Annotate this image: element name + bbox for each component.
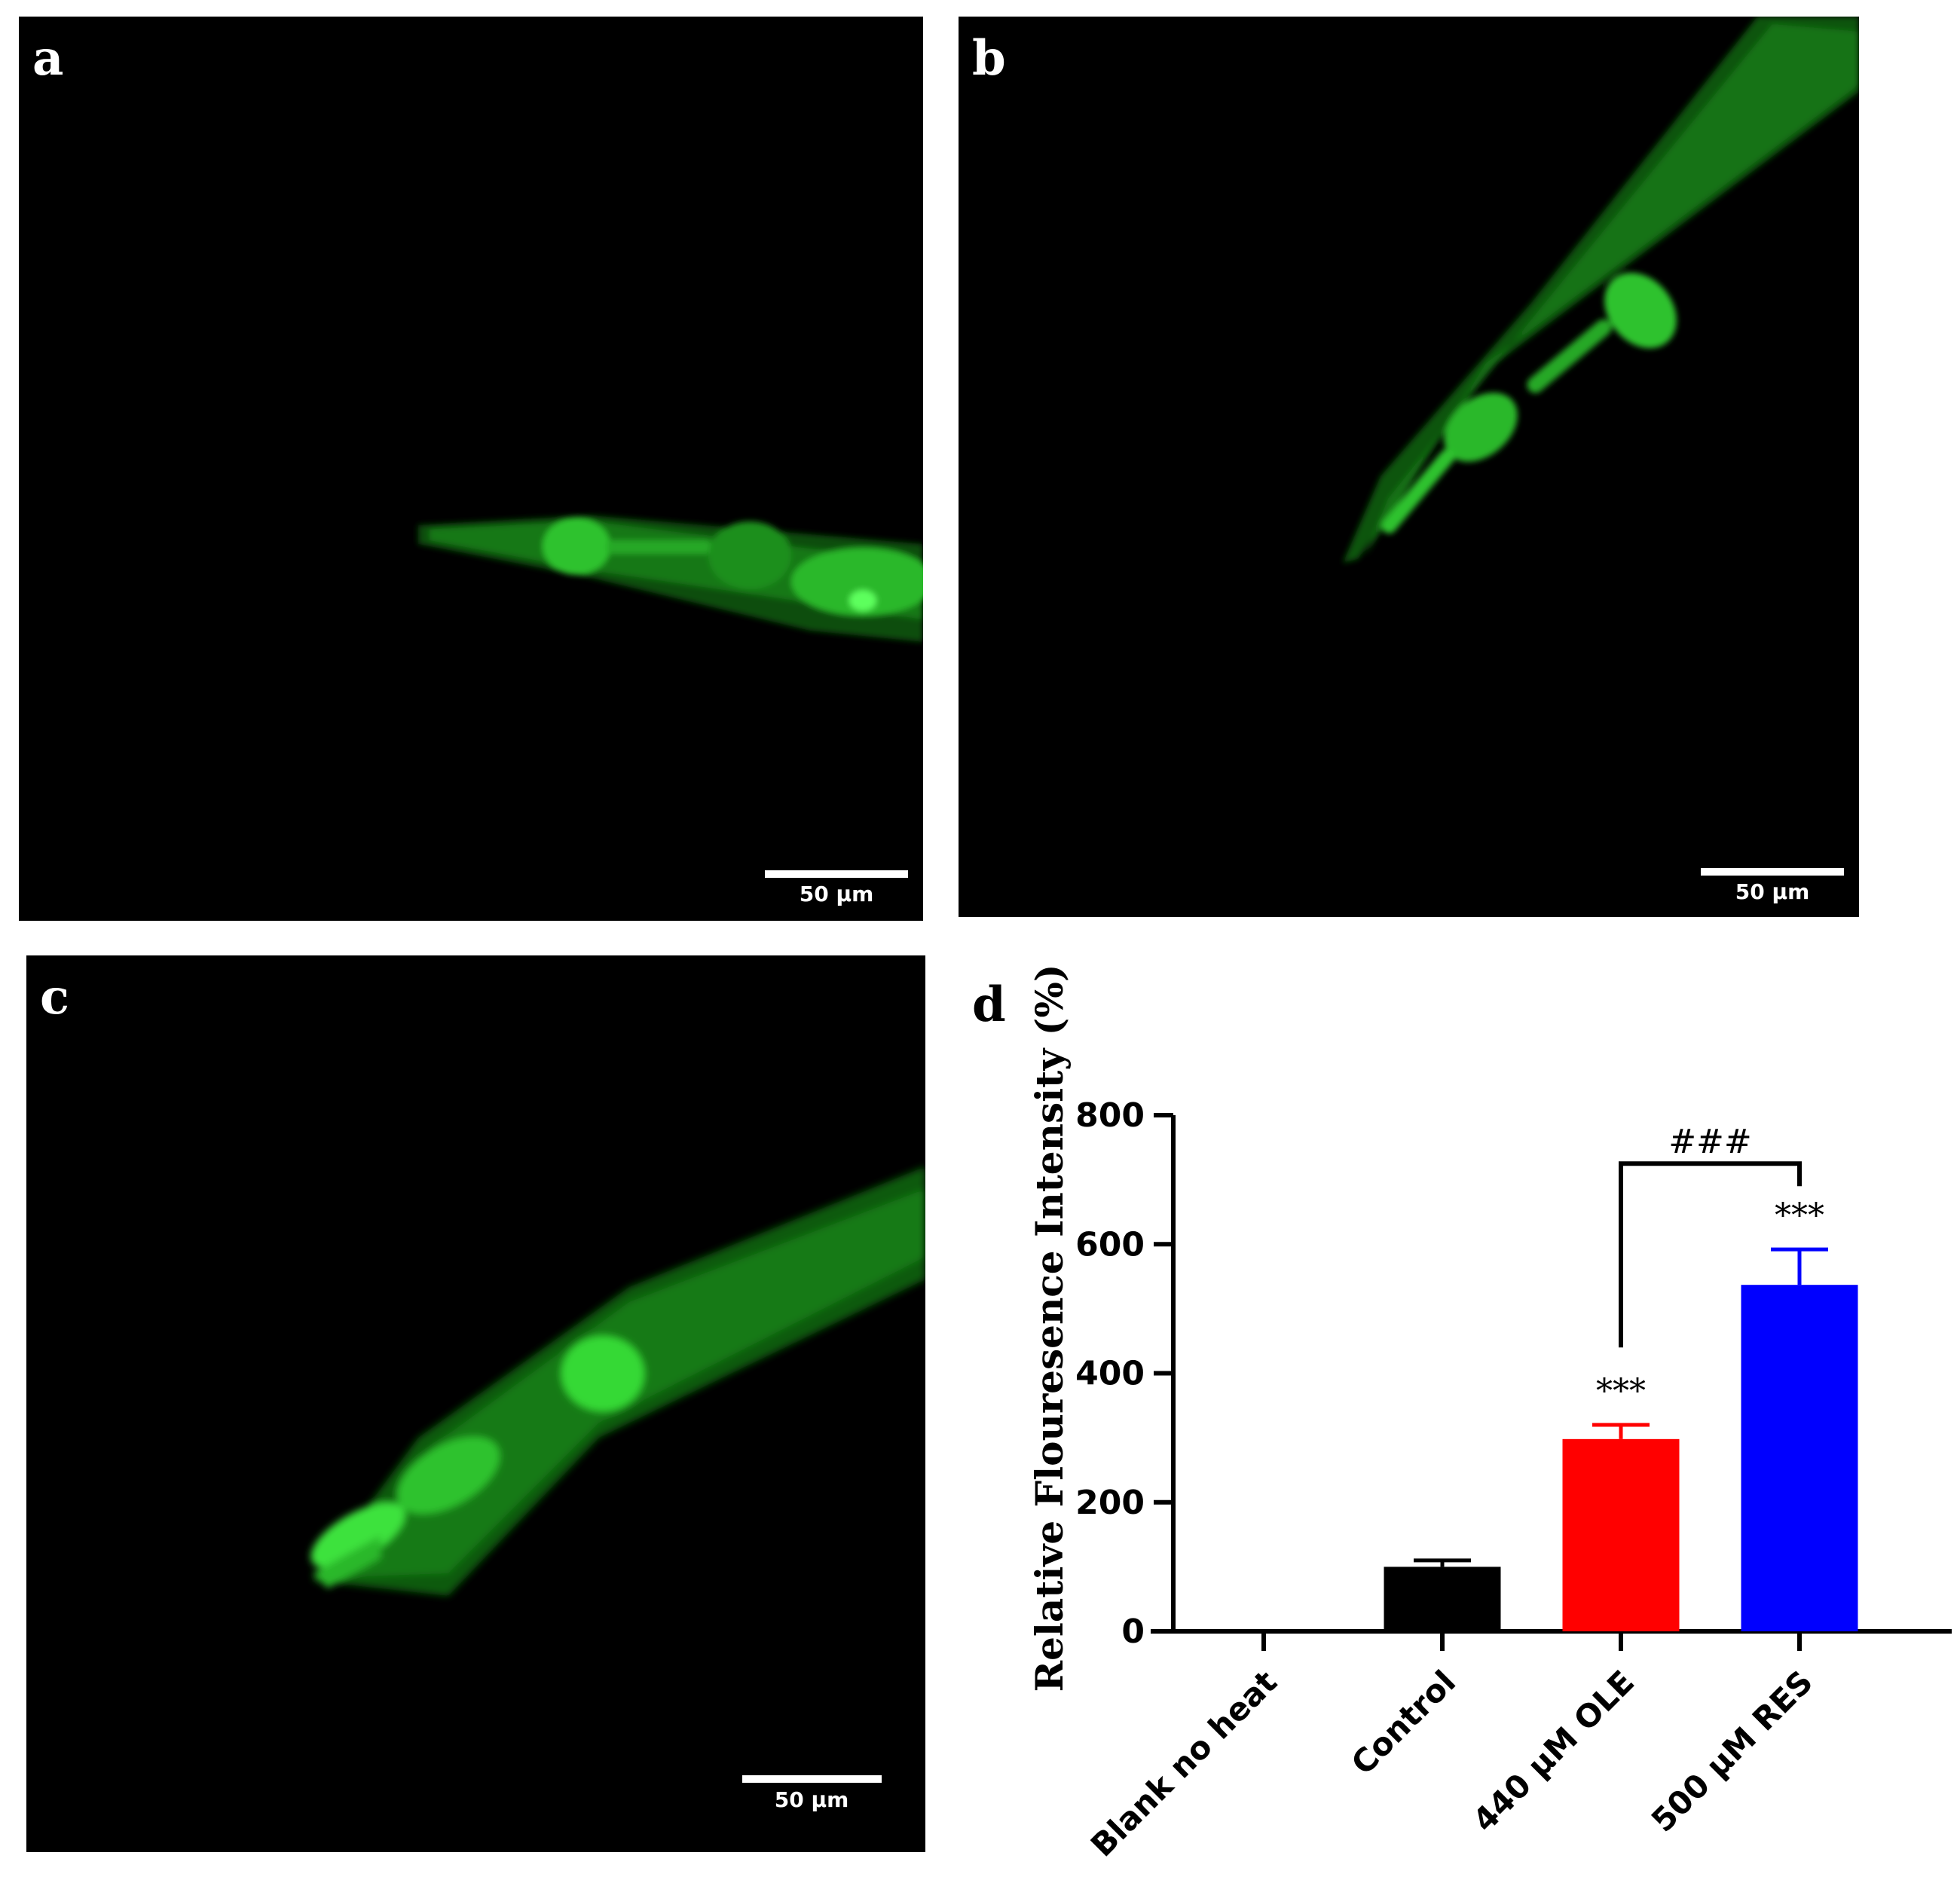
y-tick-label-600: 600 <box>1075 1225 1145 1264</box>
micrograph-panel-a: a 50 μm <box>19 17 923 921</box>
micrograph-panel-c: c 50 μm <box>26 955 925 1852</box>
scale-label-c: 50 μm <box>774 1787 849 1812</box>
panel-letter-d: d <box>972 977 1006 1033</box>
bracket-label: ### <box>1668 1123 1752 1161</box>
scale-bar-a <box>765 870 908 878</box>
y-axis-label: Relative Flouresence Intensity (%) <box>1027 964 1072 1692</box>
significance-stars-1: *** <box>1775 1197 1824 1235</box>
worm-image-b <box>1343 17 1859 563</box>
scale-label-a: 50 μm <box>799 882 874 906</box>
bar-3 <box>1741 1285 1858 1631</box>
scale-bar-c <box>742 1775 882 1783</box>
x-tick-label-2: 440 μM OLE <box>1466 1663 1641 1839</box>
bar-chart: 0 200 400 600 800 Relative Flouresence Intens… <box>980 964 1952 1876</box>
bar-2 <box>1562 1438 1680 1631</box>
panel-letter-b: b <box>972 30 1006 87</box>
comparison-bracket <box>1619 1161 1802 1348</box>
worm-image-c <box>310 1166 925 1596</box>
bar-1 <box>1384 1567 1501 1631</box>
scale-label-b: 50 μm <box>1735 879 1810 904</box>
significance-stars-0: *** <box>1596 1372 1646 1411</box>
x-tick-label-3: 500 μM RES <box>1644 1663 1820 1839</box>
panel-letter-a: a <box>32 30 64 87</box>
micrograph-panel-b: b 50 μm <box>959 17 1859 917</box>
scale-bar-b <box>1701 868 1844 876</box>
worm-image-a <box>418 515 923 642</box>
x-tick-label-0: Blank no heat <box>1084 1663 1284 1863</box>
panel-letter-c: c <box>40 969 69 1026</box>
x-tick-label-1: Control <box>1344 1663 1463 1781</box>
y-tick-label-0: 0 <box>1121 1612 1145 1651</box>
y-tick-label-400: 400 <box>1075 1355 1145 1393</box>
y-tick-label-800: 800 <box>1075 1096 1145 1135</box>
y-tick-label-200: 200 <box>1075 1484 1145 1522</box>
